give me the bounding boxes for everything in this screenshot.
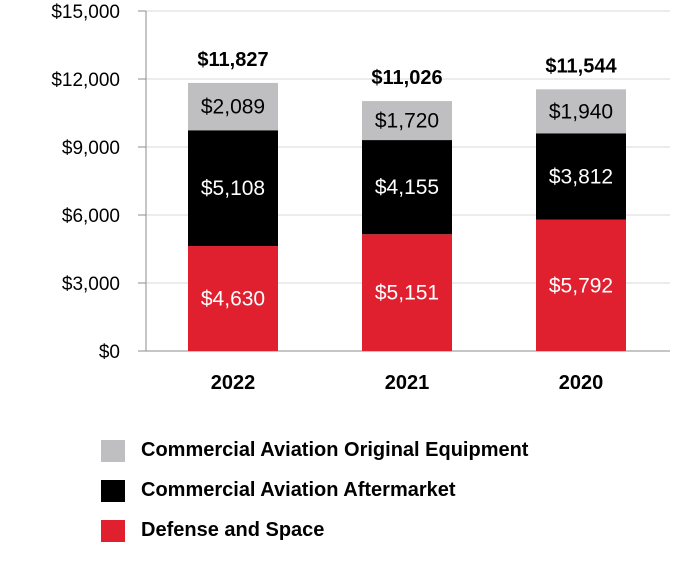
segment-value-label: $2,089 [201,96,265,119]
bar-total-label: $11,827 [197,49,268,71]
bar-segment [362,234,452,351]
segment-value-label: $5,151 [375,282,439,305]
legend: Commercial Aviation Original Equipment Co… [101,438,528,558]
bar-segment [536,133,626,220]
y-tick-label: $15,000 [51,2,120,23]
bar-segment [362,140,452,235]
legend-label: Defense and Space [141,519,325,541]
bars [188,82,626,351]
y-tick-label: $3,000 [62,274,120,295]
x-axis-categories: 2022 2021 2020 [211,372,604,394]
bar-total-label: $11,026 [371,67,442,89]
bar-segment [536,89,626,134]
legend-swatch [101,519,125,542]
segment-value-label: $5,792 [549,274,613,297]
bar-segment [362,101,452,141]
segment-value-label: $4,630 [201,288,265,311]
bar-segment [536,219,626,351]
segment-value-label: $1,940 [549,100,613,123]
legend-label: Commercial Aviation Aftermarket [141,479,456,501]
y-tick-label: $9,000 [62,138,120,159]
x-category-label: 2020 [559,372,604,394]
segment-value-label: $1,720 [375,110,439,133]
x-category-label: 2022 [211,372,256,394]
data-labels: $4,630 $5,108 $2,089 $11,827 $5,151 $4,155 $1,… [197,49,617,311]
legend-swatch [101,479,125,502]
bar-segment [188,246,278,351]
y-tick-label: $6,000 [62,206,120,227]
bar-segment [188,82,278,131]
y-tick-label: $12,000 [51,70,120,91]
y-tick-label: $0 [99,342,120,363]
legend-item: Defense and Space [101,518,528,543]
legend-item: Commercial Aviation Aftermarket [101,478,528,503]
legend-label: Commercial Aviation Original Equipment [141,439,529,461]
segment-value-label: $3,812 [549,166,613,189]
legend-item: Commercial Aviation Original Equipment [101,438,528,463]
segment-value-label: $4,155 [375,176,439,199]
x-category-label: 2021 [385,372,430,394]
stacked-bar-chart: $0 $3,000 $6,000 $9,000 $12,000 $15,000 $4,63… [51,2,670,394]
bar-total-label: $11,544 [545,55,617,77]
bar-segment [188,130,278,247]
segment-value-label: $5,108 [201,177,265,200]
legend-swatch [101,439,125,462]
